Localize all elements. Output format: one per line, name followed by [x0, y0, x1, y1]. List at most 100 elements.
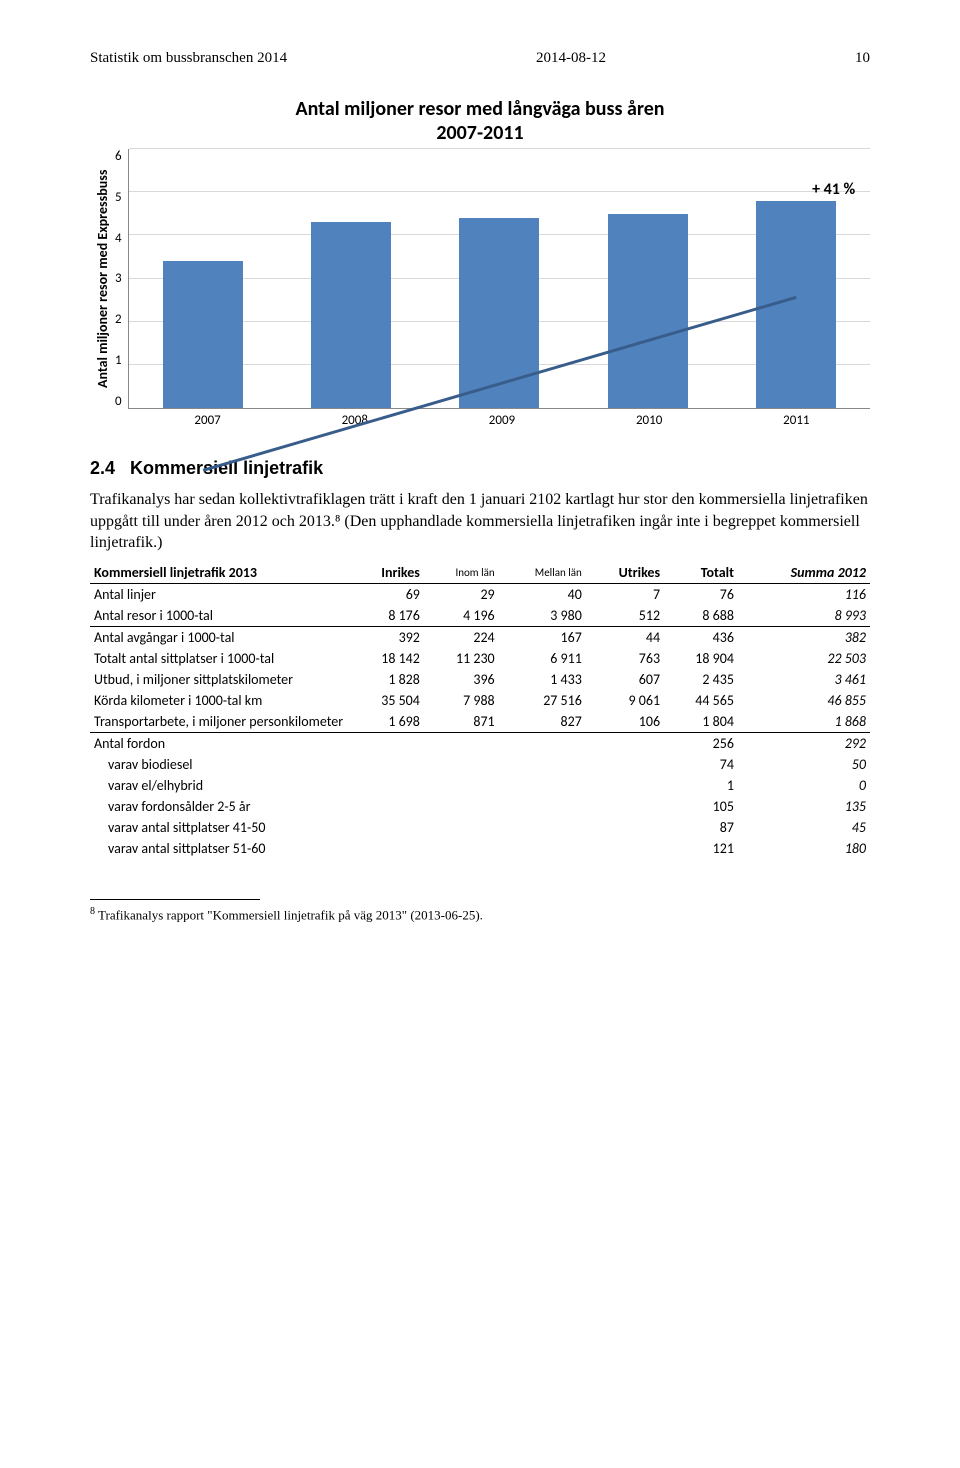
table-row: varav antal sittplatser 41-508745: [90, 817, 870, 838]
cell: [586, 838, 664, 859]
bar: [756, 201, 836, 408]
cell: [499, 732, 586, 754]
row-label: Antal avgångar i 1000-tal: [90, 626, 350, 648]
bar: [608, 214, 688, 408]
x-axis-ticks: 20072008200920102011: [134, 413, 870, 428]
cell: 392: [350, 626, 424, 648]
cell: [350, 775, 424, 796]
chart-title-line1: Antal miljoner resor med långväga buss å…: [295, 97, 664, 121]
cell: 871: [424, 711, 499, 733]
cell: 2 435: [664, 669, 738, 690]
summa-cell: 116: [738, 583, 870, 605]
summa-cell: 1 868: [738, 711, 870, 733]
th-mellan-lan: Mellan län: [499, 562, 586, 584]
x-tick: 2011: [756, 413, 836, 428]
section-heading: 2.4 Kommersiell linjetrafik: [90, 458, 870, 479]
bar-chart: Antal miljoner resor med långväga buss å…: [90, 97, 870, 428]
cell: 1 828: [350, 669, 424, 690]
row-label: varav antal sittplatser 51-60: [90, 838, 350, 859]
row-label: Transportarbete, i miljoner personkilome…: [90, 711, 350, 733]
cell: 76: [664, 583, 738, 605]
cell: [586, 817, 664, 838]
table-row: Utbud, i miljoner sittplatskilometer1 82…: [90, 669, 870, 690]
row-label: varav antal sittplatser 41-50: [90, 817, 350, 838]
table-row: Antal linjer692940776116: [90, 583, 870, 605]
cell: [350, 796, 424, 817]
cell: 40: [499, 583, 586, 605]
cell: 35 504: [350, 690, 424, 711]
cell: 224: [424, 626, 499, 648]
row-label: varav el/elhybrid: [90, 775, 350, 796]
cell: 105: [664, 796, 738, 817]
cell: [586, 775, 664, 796]
y-tick: 6: [115, 149, 122, 164]
cell: 1 804: [664, 711, 738, 733]
cell: 8 688: [664, 605, 738, 627]
cell: 4 196: [424, 605, 499, 627]
cell: 106: [586, 711, 664, 733]
cell: 7: [586, 583, 664, 605]
cell: [499, 754, 586, 775]
cell: [350, 817, 424, 838]
section-number: 2.4: [90, 458, 115, 478]
chart-title: Antal miljoner resor med långväga buss å…: [90, 97, 870, 145]
cell: 167: [499, 626, 586, 648]
table-row: Antal fordon 256292: [90, 732, 870, 754]
cell: 256: [664, 732, 738, 754]
th-label: Kommersiell linjetrafik 2013: [90, 562, 350, 584]
header-left: Statistik om bussbranschen 2014: [90, 50, 287, 67]
cell: 1 698: [350, 711, 424, 733]
row-label: Körda kilometer i 1000-tal km: [90, 690, 350, 711]
section-title: Kommersiell linjetrafik: [130, 458, 323, 478]
cell: [350, 754, 424, 775]
table-row: varav el/elhybrid10: [90, 775, 870, 796]
row-label: Antal linjer: [90, 583, 350, 605]
table-row: varav fordonsålder 2-5 år105135: [90, 796, 870, 817]
chart-title-line2: 2007-2011: [436, 121, 523, 145]
th-totalt: Totalt: [664, 562, 738, 584]
cell: [424, 754, 499, 775]
cell: 396: [424, 669, 499, 690]
y-tick: 3: [115, 271, 122, 286]
summa-cell: 292: [738, 732, 870, 754]
cell: 1: [664, 775, 738, 796]
table-row: Antal resor i 1000-tal8 1764 1963 980512…: [90, 605, 870, 627]
cell: 8 176: [350, 605, 424, 627]
footnote-rule: [90, 899, 260, 900]
cell: 44: [586, 626, 664, 648]
cell: [499, 817, 586, 838]
cell: 9 061: [586, 690, 664, 711]
table-header-row: Kommersiell linjetrafik 2013 Inrikes Ino…: [90, 562, 870, 584]
footnote-text: Trafikanalys rapport "Kommersiell linjet…: [95, 907, 483, 922]
cell: 74: [664, 754, 738, 775]
cell: 18 904: [664, 648, 738, 669]
footnote: 8 Trafikanalys rapport "Kommersiell linj…: [90, 906, 870, 923]
y-tick: 1: [115, 353, 122, 368]
cell: [424, 817, 499, 838]
summa-cell: 135: [738, 796, 870, 817]
cell: 11 230: [424, 648, 499, 669]
bar: [459, 218, 539, 408]
cell: 3 980: [499, 605, 586, 627]
row-label: Totalt antal sittplatser i 1000-tal: [90, 648, 350, 669]
table-row: Transportarbete, i miljoner personkilome…: [90, 711, 870, 733]
chart-annotation: + 41 %: [812, 180, 855, 199]
cell: 7 988: [424, 690, 499, 711]
cell: 69: [350, 583, 424, 605]
x-tick: 2009: [462, 413, 542, 428]
cell: 827: [499, 711, 586, 733]
table-row: Antal avgångar i 1000-tal392224167444363…: [90, 626, 870, 648]
row-label: Antal fordon: [90, 732, 350, 754]
cell: [499, 775, 586, 796]
cell: [499, 796, 586, 817]
cell: 763: [586, 648, 664, 669]
th-inom-lan: Inom län: [424, 562, 499, 584]
th-inrikes: Inrikes: [350, 562, 424, 584]
th-utrikes: Utrikes: [586, 562, 664, 584]
cell: 18 142: [350, 648, 424, 669]
section-paragraph: Trafikanalys har sedan kollektivtrafikla…: [90, 489, 870, 554]
cell: [424, 732, 499, 754]
summa-cell: 45: [738, 817, 870, 838]
row-label: Utbud, i miljoner sittplatskilometer: [90, 669, 350, 690]
cell: [424, 838, 499, 859]
